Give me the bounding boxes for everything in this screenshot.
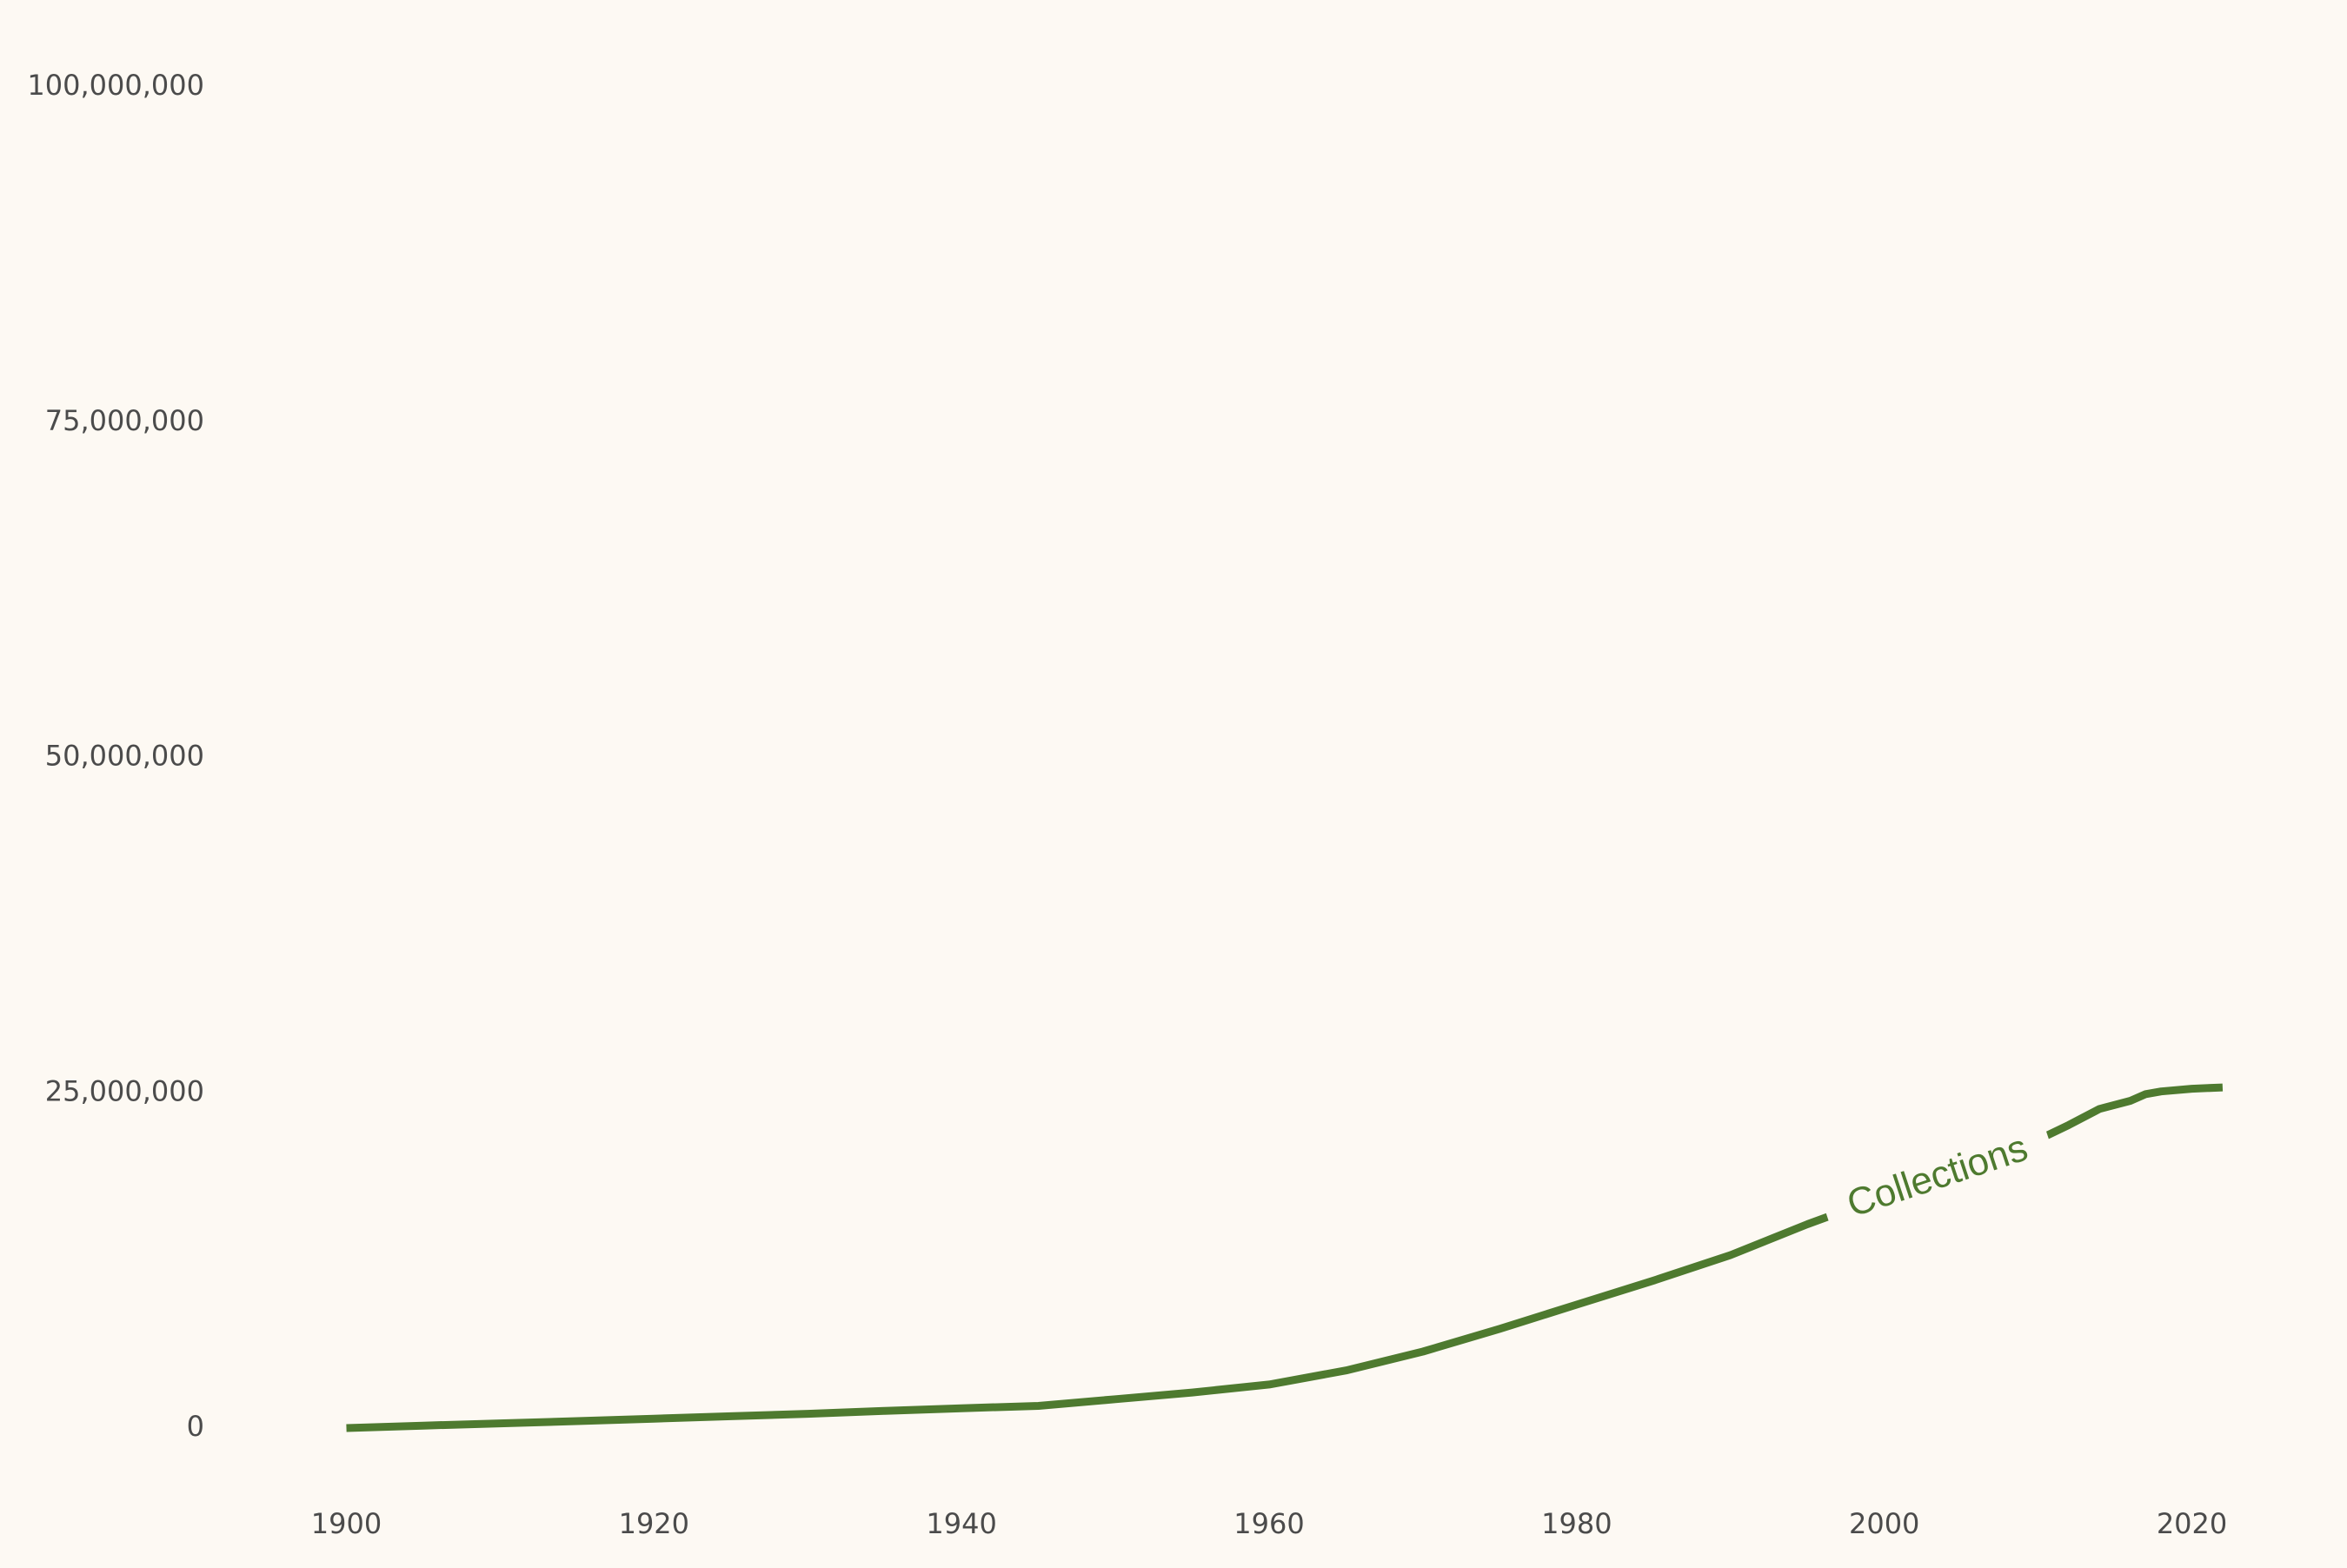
x-tick-label: 2020 [2157, 1507, 2227, 1540]
series-label-collections: Collections [1842, 1126, 2033, 1226]
y-tick-label: 0 [187, 1410, 204, 1443]
series-layer: Collections [346, 1083, 2224, 1432]
x-tick-label: 1900 [311, 1507, 382, 1540]
x-tick-label: 2000 [1849, 1507, 1919, 1540]
x-tick-label: 1940 [926, 1507, 996, 1540]
series-line-collections [346, 1083, 2224, 1432]
x-axis: 1900 1920 1940 1960 1980 2000 2020 [311, 1507, 2228, 1540]
y-tick-label: 100,000,000 [27, 69, 204, 102]
y-tick-label: 50,000,000 [45, 740, 204, 773]
y-tick-label: 75,000,000 [45, 404, 204, 437]
x-tick-label: 1960 [1233, 1507, 1304, 1540]
x-tick-label: 1980 [1541, 1507, 1612, 1540]
y-tick-label: 25,000,000 [45, 1074, 204, 1107]
y-axis: 0 25,000,000 50,000,000 75,000,000 100,000,0… [27, 69, 204, 1443]
x-tick-label: 1920 [619, 1507, 689, 1540]
